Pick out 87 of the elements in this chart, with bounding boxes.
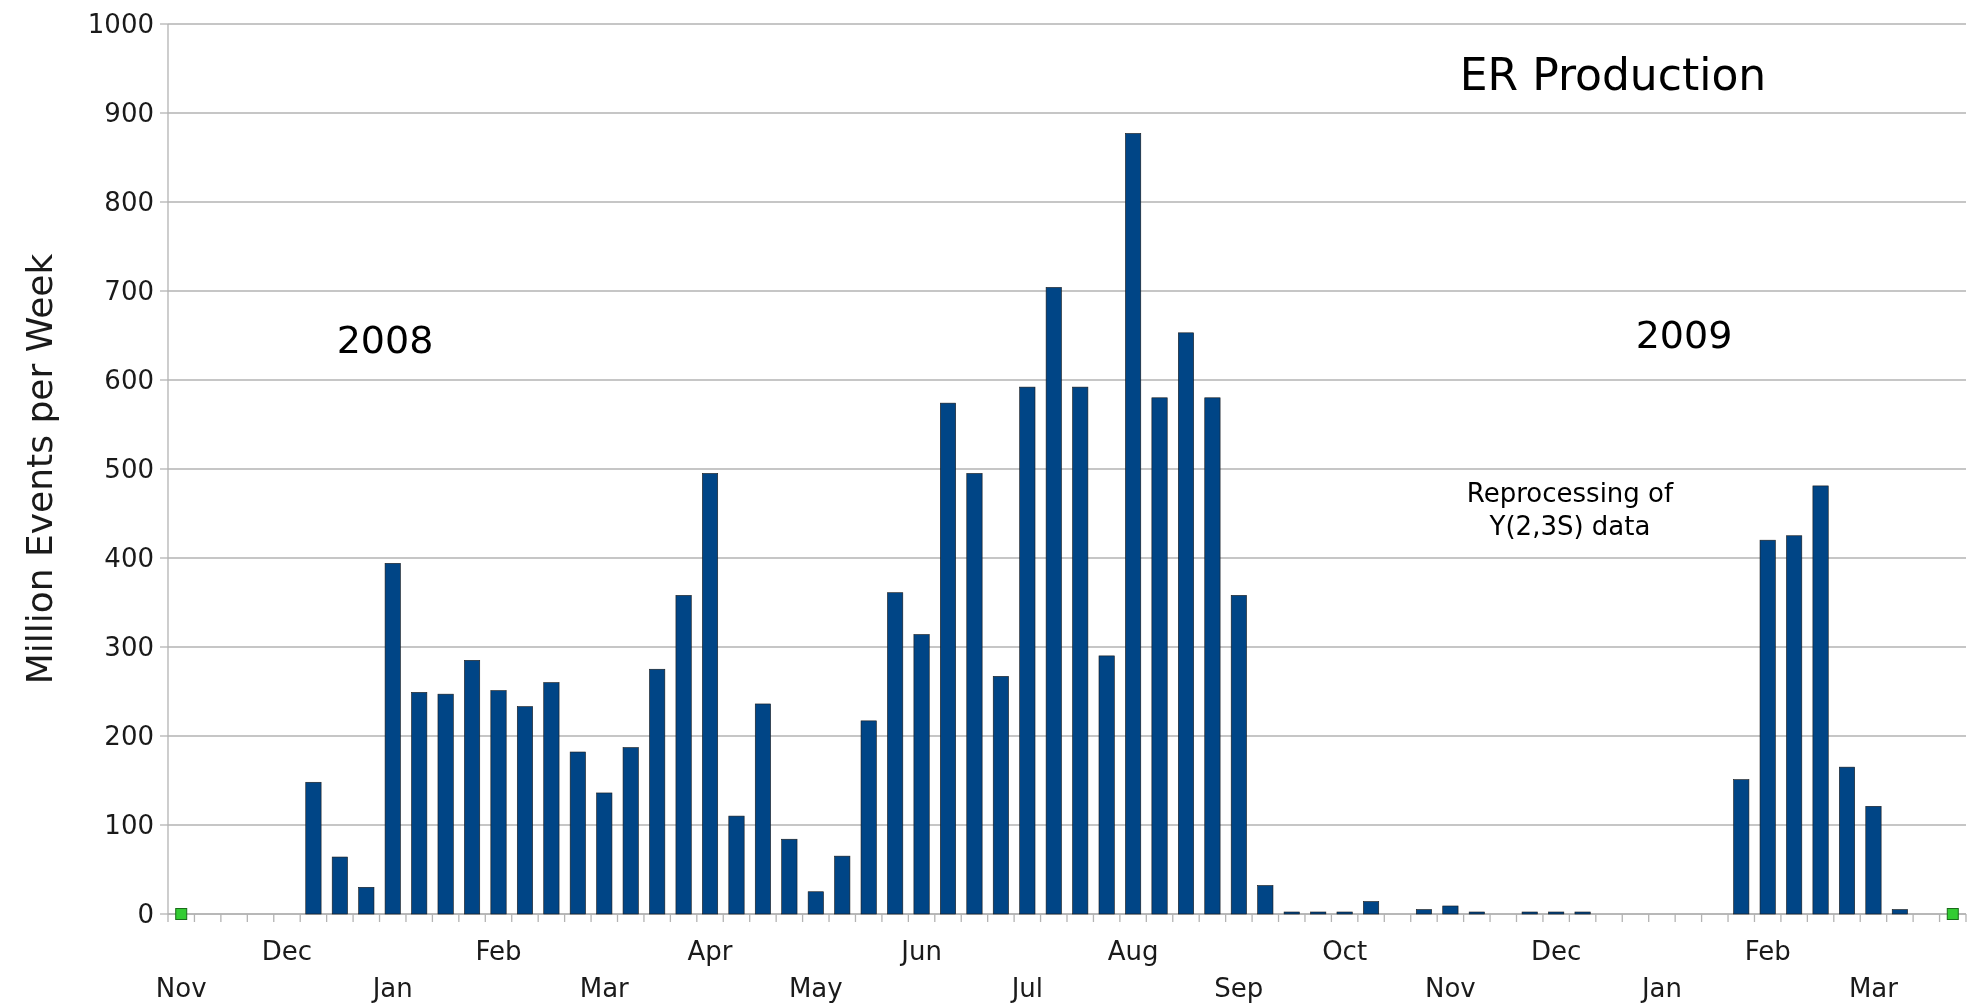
x-tick-label: Nov	[155, 973, 207, 1003]
x-tick-label: May	[788, 973, 843, 1003]
bar	[754, 703, 771, 915]
bar	[1045, 287, 1062, 915]
x-tick-label: Feb	[1744, 936, 1791, 966]
bar	[358, 887, 375, 915]
bar	[992, 676, 1009, 915]
x-tick-label: Aug	[1107, 936, 1159, 966]
bar	[543, 682, 560, 915]
bar	[1151, 397, 1168, 915]
bar	[1574, 911, 1591, 915]
bar	[1204, 397, 1221, 915]
bar	[490, 690, 507, 915]
x-tick-label: Sep	[1214, 973, 1264, 1003]
bar	[1733, 779, 1750, 915]
bar	[728, 815, 745, 915]
bar	[1442, 905, 1459, 915]
bar	[1415, 909, 1432, 915]
bar	[596, 792, 613, 915]
y-tick-label: 600	[104, 365, 154, 396]
bar	[384, 563, 401, 915]
y-tick-label: 200	[104, 721, 154, 752]
x-tick-label: Oct	[1322, 936, 1368, 966]
bar	[1865, 806, 1882, 915]
x-tick-label: Dec	[1531, 936, 1582, 966]
y-tick-label: 300	[104, 632, 154, 663]
bar	[887, 592, 904, 915]
x-tick-label: Feb	[475, 936, 522, 966]
bar	[702, 473, 719, 915]
y-tick-label: 0	[137, 899, 154, 930]
bar	[1812, 485, 1829, 915]
x-tick-label: Jan	[1639, 973, 1682, 1003]
bar	[860, 720, 877, 915]
bar	[1283, 911, 1300, 915]
x-tick-label: Mar	[1848, 973, 1899, 1003]
y-tick-label: 1000	[87, 9, 154, 40]
bar	[1548, 911, 1565, 915]
y-tick-label: 100	[104, 810, 154, 841]
bar	[1072, 386, 1089, 915]
bar	[1230, 595, 1247, 915]
x-tick-label: Jan	[370, 973, 413, 1003]
bar	[622, 747, 639, 915]
annotation: Reprocessing of Y(2,3S) data	[1466, 478, 1675, 541]
x-tick-label: Mar	[579, 973, 630, 1003]
bar	[1125, 133, 1142, 915]
y-tick-label: 500	[104, 454, 154, 485]
bar	[1310, 911, 1327, 915]
bar	[464, 660, 481, 915]
x-tick-label: Jul	[1009, 973, 1044, 1003]
bar	[1257, 885, 1274, 915]
bar	[1178, 332, 1194, 915]
x-tick-label: Apr	[687, 936, 733, 966]
bar	[675, 595, 692, 915]
y-axis-title: Million Events per Week	[19, 253, 60, 685]
bar	[913, 634, 930, 915]
bar	[569, 751, 586, 915]
bar	[1019, 386, 1036, 915]
annotation: 2009	[1635, 313, 1733, 357]
bar	[781, 838, 798, 915]
bar	[1336, 911, 1353, 915]
y-tick-label: 800	[104, 187, 154, 218]
x-tick-label: Nov	[1425, 973, 1476, 1003]
bar	[1759, 539, 1776, 915]
bar	[940, 402, 956, 915]
y-tick-label: 900	[104, 98, 154, 129]
bar	[1363, 901, 1380, 915]
bar	[834, 855, 851, 915]
bar	[516, 706, 533, 915]
bar	[411, 692, 428, 915]
bar	[1891, 909, 1908, 915]
bar	[966, 473, 983, 915]
annotation: 2008	[336, 318, 434, 362]
x-tick-label: Jun	[899, 936, 942, 966]
bar	[1468, 911, 1485, 915]
bar	[649, 668, 666, 915]
y-tick-label: 700	[104, 276, 154, 307]
bar	[331, 856, 348, 915]
bar	[1098, 655, 1115, 915]
text: ER Production	[1459, 49, 1767, 100]
bar	[807, 891, 824, 915]
x-tick-label: Dec	[261, 936, 313, 966]
bar	[1786, 535, 1803, 915]
y-tick-label: 400	[104, 543, 154, 574]
bar	[437, 693, 454, 915]
bar	[1839, 766, 1855, 915]
bar	[305, 781, 322, 915]
bar	[1521, 911, 1538, 915]
